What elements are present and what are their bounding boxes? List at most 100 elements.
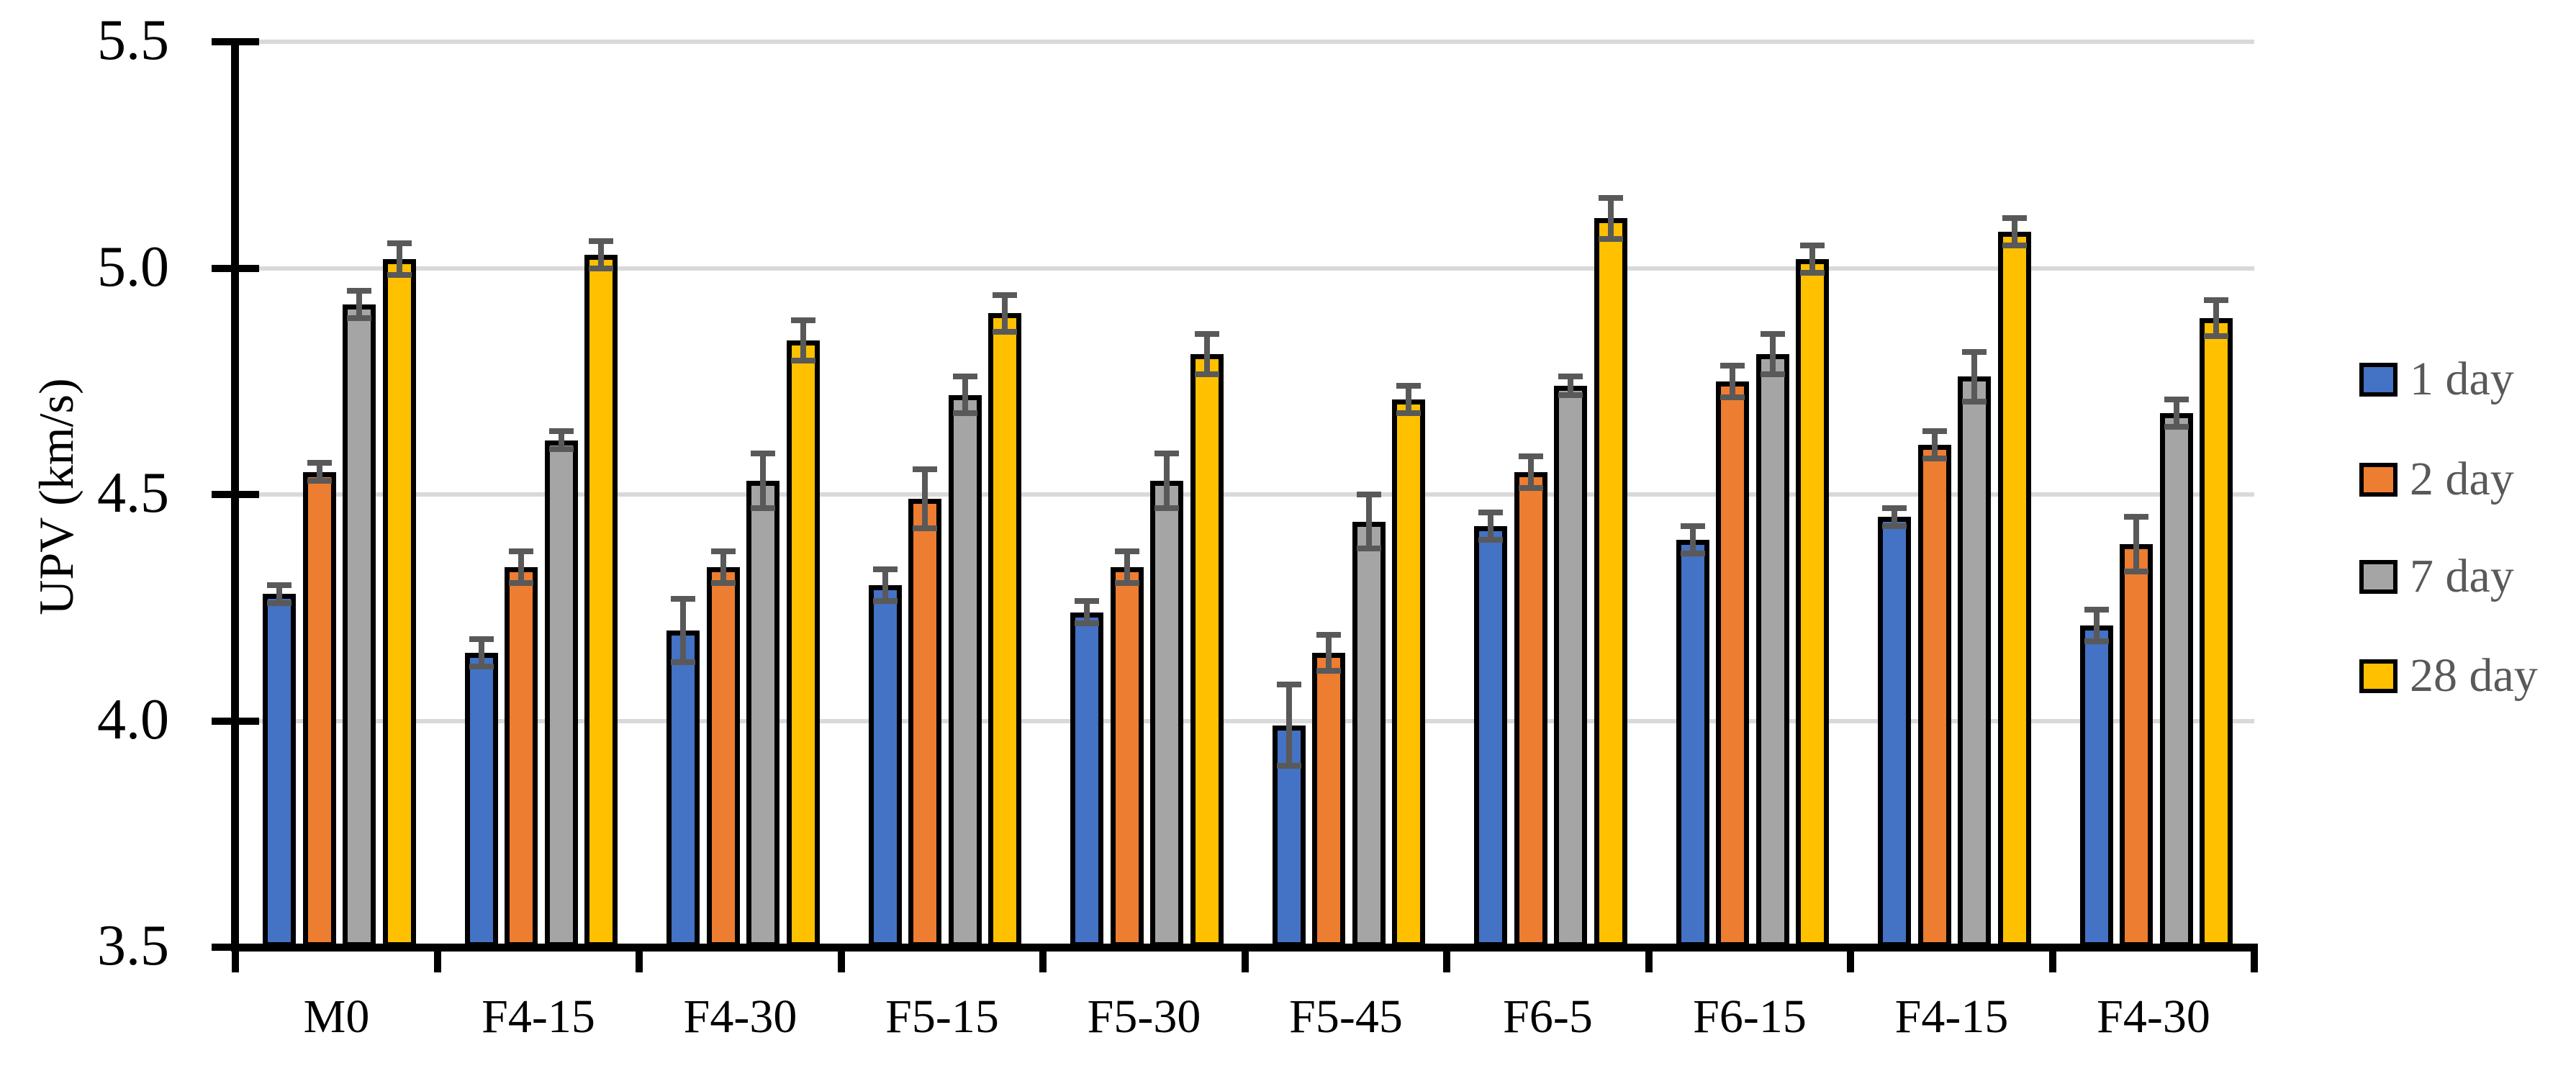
error-bar-line bbox=[882, 569, 888, 601]
error-bar-cap bbox=[1154, 451, 1179, 457]
bar-2-day-F4-30 bbox=[706, 566, 740, 947]
legend-label: 28 day bbox=[2410, 649, 2538, 702]
bar-2-day-F5-15 bbox=[908, 499, 941, 947]
error-bar-cap bbox=[1478, 536, 1503, 543]
bar-7-day-F4-15 bbox=[1958, 376, 1991, 947]
bar-1-day-F5-30 bbox=[1070, 612, 1103, 947]
error-bar-line bbox=[316, 462, 322, 482]
bar-7-day-F5-45 bbox=[1352, 521, 1386, 947]
error-bar-cap bbox=[307, 459, 332, 466]
x-axis-tick bbox=[1847, 944, 1854, 972]
error-bar-cap bbox=[1276, 682, 1301, 688]
error-bar-cap bbox=[1598, 235, 1623, 242]
error-bar-line bbox=[2213, 299, 2219, 336]
error-bar-cap bbox=[751, 451, 775, 457]
error-bar-cap bbox=[790, 317, 815, 323]
x-axis-tick bbox=[837, 944, 845, 972]
bar-28-day-M0 bbox=[382, 258, 416, 947]
x-tick-label: F4-15 bbox=[482, 990, 595, 1043]
error-bar-cap bbox=[913, 525, 937, 532]
error-bar-cap bbox=[1800, 243, 1825, 249]
error-bar-cap bbox=[2204, 297, 2228, 303]
error-bar-cap bbox=[1396, 383, 1421, 389]
gridline bbox=[235, 718, 2254, 723]
x-axis-tick bbox=[232, 944, 239, 972]
error-bar-cap bbox=[1075, 597, 1099, 604]
legend-item-7-day: 7 day bbox=[2359, 551, 2514, 602]
error-bar-cap bbox=[509, 579, 533, 586]
x-tick-label: F5-30 bbox=[1087, 990, 1201, 1043]
x-tick-label: F6-5 bbox=[1503, 990, 1593, 1043]
error-bar-cap bbox=[589, 238, 613, 244]
bar-2-day-F5-30 bbox=[1110, 566, 1144, 947]
error-bar-line bbox=[720, 551, 726, 583]
x-axis-tick bbox=[1645, 944, 1653, 972]
error-bar-cap bbox=[1316, 631, 1341, 638]
error-bar-cap bbox=[1760, 330, 1785, 337]
error-bar-cap bbox=[1558, 392, 1583, 398]
error-bar-line bbox=[962, 376, 968, 413]
x-axis-tick bbox=[636, 944, 643, 972]
error-bar-cap bbox=[1922, 428, 1947, 434]
error-bar-line bbox=[1406, 386, 1411, 413]
error-bar-cap bbox=[1558, 374, 1583, 380]
bar-28-day-F4-30 bbox=[786, 340, 820, 947]
bar-2-day-F4-15 bbox=[1917, 444, 1951, 947]
x-axis-tick bbox=[1039, 944, 1047, 972]
error-bar-cap bbox=[509, 548, 533, 554]
error-bar-cap bbox=[872, 597, 898, 604]
error-bar-line bbox=[922, 469, 928, 529]
error-bar-cap bbox=[1518, 453, 1543, 459]
error-bar-line bbox=[518, 551, 524, 583]
x-tick-label: F6-15 bbox=[1693, 990, 1807, 1043]
error-bar-cap bbox=[1478, 510, 1503, 516]
x-axis-tick bbox=[1443, 944, 1450, 972]
error-bar-cap bbox=[1680, 550, 1705, 556]
error-bar-line bbox=[1607, 198, 1614, 239]
bar-2-day-F5-45 bbox=[1312, 653, 1345, 947]
legend-item-2-day: 2 day bbox=[2359, 454, 2514, 505]
bar-7-day-F4-30 bbox=[746, 481, 779, 947]
x-tick-label: M0 bbox=[303, 990, 370, 1043]
error-bar-cap bbox=[548, 446, 574, 453]
bar-7-day-F5-15 bbox=[948, 394, 982, 947]
error-bar-cap bbox=[671, 659, 695, 665]
bar-7-day-F6-5 bbox=[1554, 386, 1587, 947]
bar-2-day-M0 bbox=[302, 471, 336, 947]
error-bar-cap bbox=[872, 566, 898, 572]
error-bar-cap bbox=[589, 265, 613, 271]
error-bar-cap bbox=[2084, 607, 2109, 613]
error-bar-line bbox=[1124, 551, 1130, 583]
error-bar-line bbox=[2173, 399, 2179, 427]
bar-28-day-F4-30 bbox=[2200, 317, 2233, 947]
x-axis-tick bbox=[1241, 944, 1249, 972]
bar-28-day-F5-45 bbox=[1392, 399, 1425, 947]
error-bar-cap bbox=[993, 328, 1017, 335]
error-bar-cap bbox=[1114, 579, 1139, 586]
error-bar-cap bbox=[993, 292, 1017, 299]
error-bar-line bbox=[800, 320, 806, 361]
bar-7-day-F5-30 bbox=[1150, 481, 1183, 947]
error-bar-line bbox=[1488, 512, 1493, 540]
legend-swatch-7-day bbox=[2359, 559, 2398, 594]
error-bar-cap bbox=[1276, 763, 1301, 769]
error-bar-cap bbox=[347, 315, 371, 321]
bar-28-day-F6-15 bbox=[1796, 258, 1829, 947]
gridline bbox=[235, 40, 2254, 44]
error-bar-cap bbox=[267, 582, 292, 588]
bar-7-day-M0 bbox=[343, 304, 376, 947]
error-bar-cap bbox=[2002, 243, 2027, 249]
gridline bbox=[235, 266, 2254, 271]
error-bar-cap bbox=[469, 664, 494, 670]
error-bar-line bbox=[1527, 456, 1534, 488]
gridline bbox=[235, 492, 2254, 497]
bar-28-day-F5-15 bbox=[988, 313, 1021, 947]
y-tick-label: 3.5 bbox=[97, 914, 169, 977]
legend-item-1-day: 1 day bbox=[2359, 354, 2514, 405]
bar-1-day-F4-30 bbox=[666, 630, 700, 947]
bar-1-day-F5-15 bbox=[868, 584, 902, 947]
error-bar-cap bbox=[751, 505, 775, 511]
bar-28-day-F5-30 bbox=[1190, 354, 1224, 947]
error-bar-cap bbox=[1760, 371, 1785, 378]
error-bar-cap bbox=[1962, 348, 1987, 355]
